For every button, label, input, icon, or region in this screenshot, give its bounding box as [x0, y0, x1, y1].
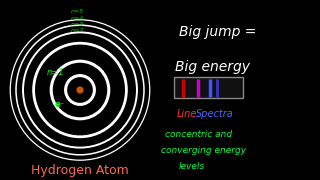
Text: n=3: n=3	[71, 22, 84, 27]
Text: Spectra: Spectra	[196, 109, 234, 119]
Text: Hydrogen Atom: Hydrogen Atom	[31, 164, 129, 177]
Text: concentric and: concentric and	[165, 130, 232, 139]
Text: converging energy: converging energy	[161, 146, 246, 155]
Text: n=4: n=4	[71, 15, 84, 21]
Bar	[174, 77, 243, 98]
Text: Line: Line	[177, 109, 197, 119]
Text: n=1: n=1	[47, 68, 65, 76]
Text: n=5: n=5	[71, 9, 84, 14]
Text: levels: levels	[179, 162, 205, 171]
Text: e⁻: e⁻	[54, 100, 64, 109]
Text: Big energy: Big energy	[175, 60, 250, 74]
Text: Big jump =: Big jump =	[179, 25, 256, 39]
Ellipse shape	[77, 87, 83, 93]
Text: n=2: n=2	[71, 28, 84, 33]
